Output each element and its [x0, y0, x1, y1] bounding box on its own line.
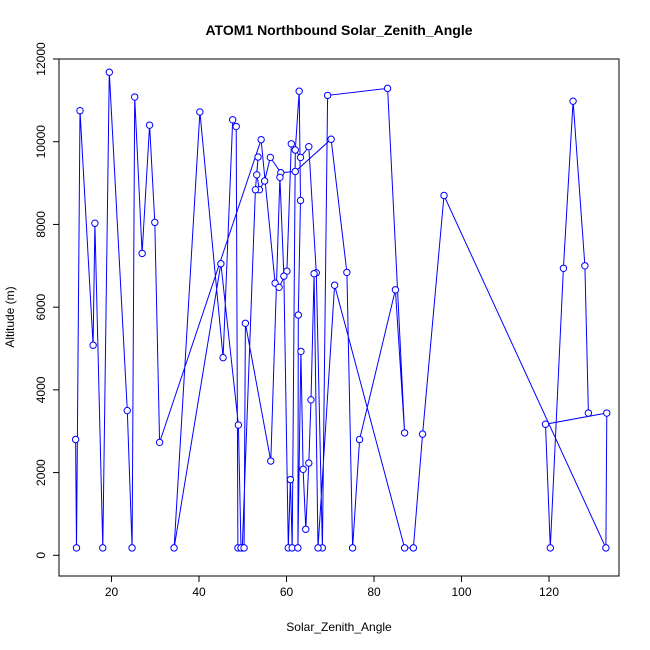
- data-point: [302, 525, 310, 533]
- data-point: [72, 544, 81, 552]
- x-tick-label: 80: [367, 585, 381, 599]
- data-point: [130, 93, 139, 101]
- data-point: [234, 421, 243, 429]
- data-point: [138, 249, 146, 258]
- plot-area: [71, 68, 611, 552]
- x-tick-label: 100: [451, 585, 471, 599]
- data-point: [323, 91, 332, 100]
- data-point: [286, 475, 295, 484]
- data-point: [569, 97, 577, 105]
- y-tick-label: 12000: [34, 42, 48, 76]
- data-point: [400, 429, 409, 437]
- y-tick-label: 0: [34, 552, 48, 559]
- data-point: [257, 135, 265, 144]
- data-point: [307, 396, 315, 404]
- data-point: [297, 347, 305, 356]
- data-point: [266, 153, 275, 162]
- data-point: [409, 544, 418, 552]
- data-point: [232, 122, 240, 131]
- data-point: [296, 196, 305, 205]
- data-point: [254, 153, 262, 161]
- data-point: [294, 311, 303, 319]
- y-tick-label: 8000: [34, 211, 48, 238]
- data-point: [253, 171, 261, 179]
- data-point: [128, 544, 136, 552]
- y-tick-label: 2000: [34, 459, 48, 486]
- y-tick-label: 6000: [34, 293, 48, 320]
- data-point: [418, 430, 427, 438]
- data-point: [327, 135, 335, 143]
- data-point: [99, 544, 107, 552]
- data-point: [145, 121, 154, 129]
- data-point: [305, 142, 313, 151]
- x-tick-label: 20: [105, 585, 119, 599]
- data-point: [296, 153, 305, 162]
- data-point: [314, 544, 322, 552]
- data-point: [355, 435, 364, 444]
- x-tick-label: 60: [280, 585, 294, 599]
- y-tick-label: 10000: [34, 125, 48, 159]
- data-point: [602, 544, 610, 552]
- data-point: [546, 544, 555, 552]
- data-point: [541, 420, 550, 428]
- data-point: [280, 272, 288, 280]
- data-point: [383, 84, 392, 93]
- data-point: [219, 353, 227, 362]
- x-axis: 20 40 60 80 100 120: [105, 576, 559, 599]
- data-point: [584, 409, 593, 417]
- data-point: [603, 409, 611, 417]
- plot-area-frame: [58, 58, 620, 577]
- data-point: [241, 319, 250, 327]
- data-point: [228, 116, 237, 124]
- data-point: [275, 283, 283, 292]
- data-point: [170, 544, 178, 552]
- data-point: [294, 544, 302, 552]
- x-axis-label: Solar_Zenith_Angle: [286, 620, 392, 634]
- x-tick-label: 120: [539, 585, 559, 599]
- data-point: [196, 108, 204, 116]
- data-point: [291, 167, 299, 176]
- data-point: [240, 544, 248, 552]
- data-point: [151, 218, 159, 227]
- data-point: [91, 219, 99, 227]
- data-point: [330, 281, 339, 289]
- y-axis: 0 2000 4000 6000 8000 10000 12000: [34, 42, 59, 559]
- series-line: [75, 72, 608, 549]
- data-point: [287, 140, 296, 148]
- data-point: [400, 544, 409, 552]
- y-tick-label: 4000: [34, 376, 48, 403]
- data-point: [310, 269, 318, 278]
- data-point: [71, 435, 80, 444]
- data-point: [267, 457, 275, 465]
- data-point: [217, 260, 225, 268]
- data-point: [391, 286, 400, 294]
- data-point: [295, 87, 303, 95]
- data-point: [76, 107, 84, 115]
- data-point: [581, 262, 589, 270]
- y-axis-label: Altitude (m): [3, 286, 17, 347]
- data-point: [251, 185, 260, 194]
- data-point: [260, 177, 269, 185]
- data-point: [305, 459, 313, 467]
- data-point: [348, 544, 357, 552]
- data-point: [291, 146, 299, 154]
- data-point: [299, 465, 307, 473]
- data-point: [559, 264, 568, 272]
- data-point: [155, 438, 164, 447]
- data-point: [276, 173, 284, 181]
- data-point: [343, 268, 351, 277]
- chart-title: ATOM1 Northbound Solar_Zenith_Angle: [205, 22, 472, 38]
- x-tick-label: 40: [192, 585, 206, 599]
- data-point: [440, 191, 448, 200]
- data-point: [105, 68, 114, 76]
- data-point: [123, 406, 131, 415]
- data-point: [89, 341, 97, 349]
